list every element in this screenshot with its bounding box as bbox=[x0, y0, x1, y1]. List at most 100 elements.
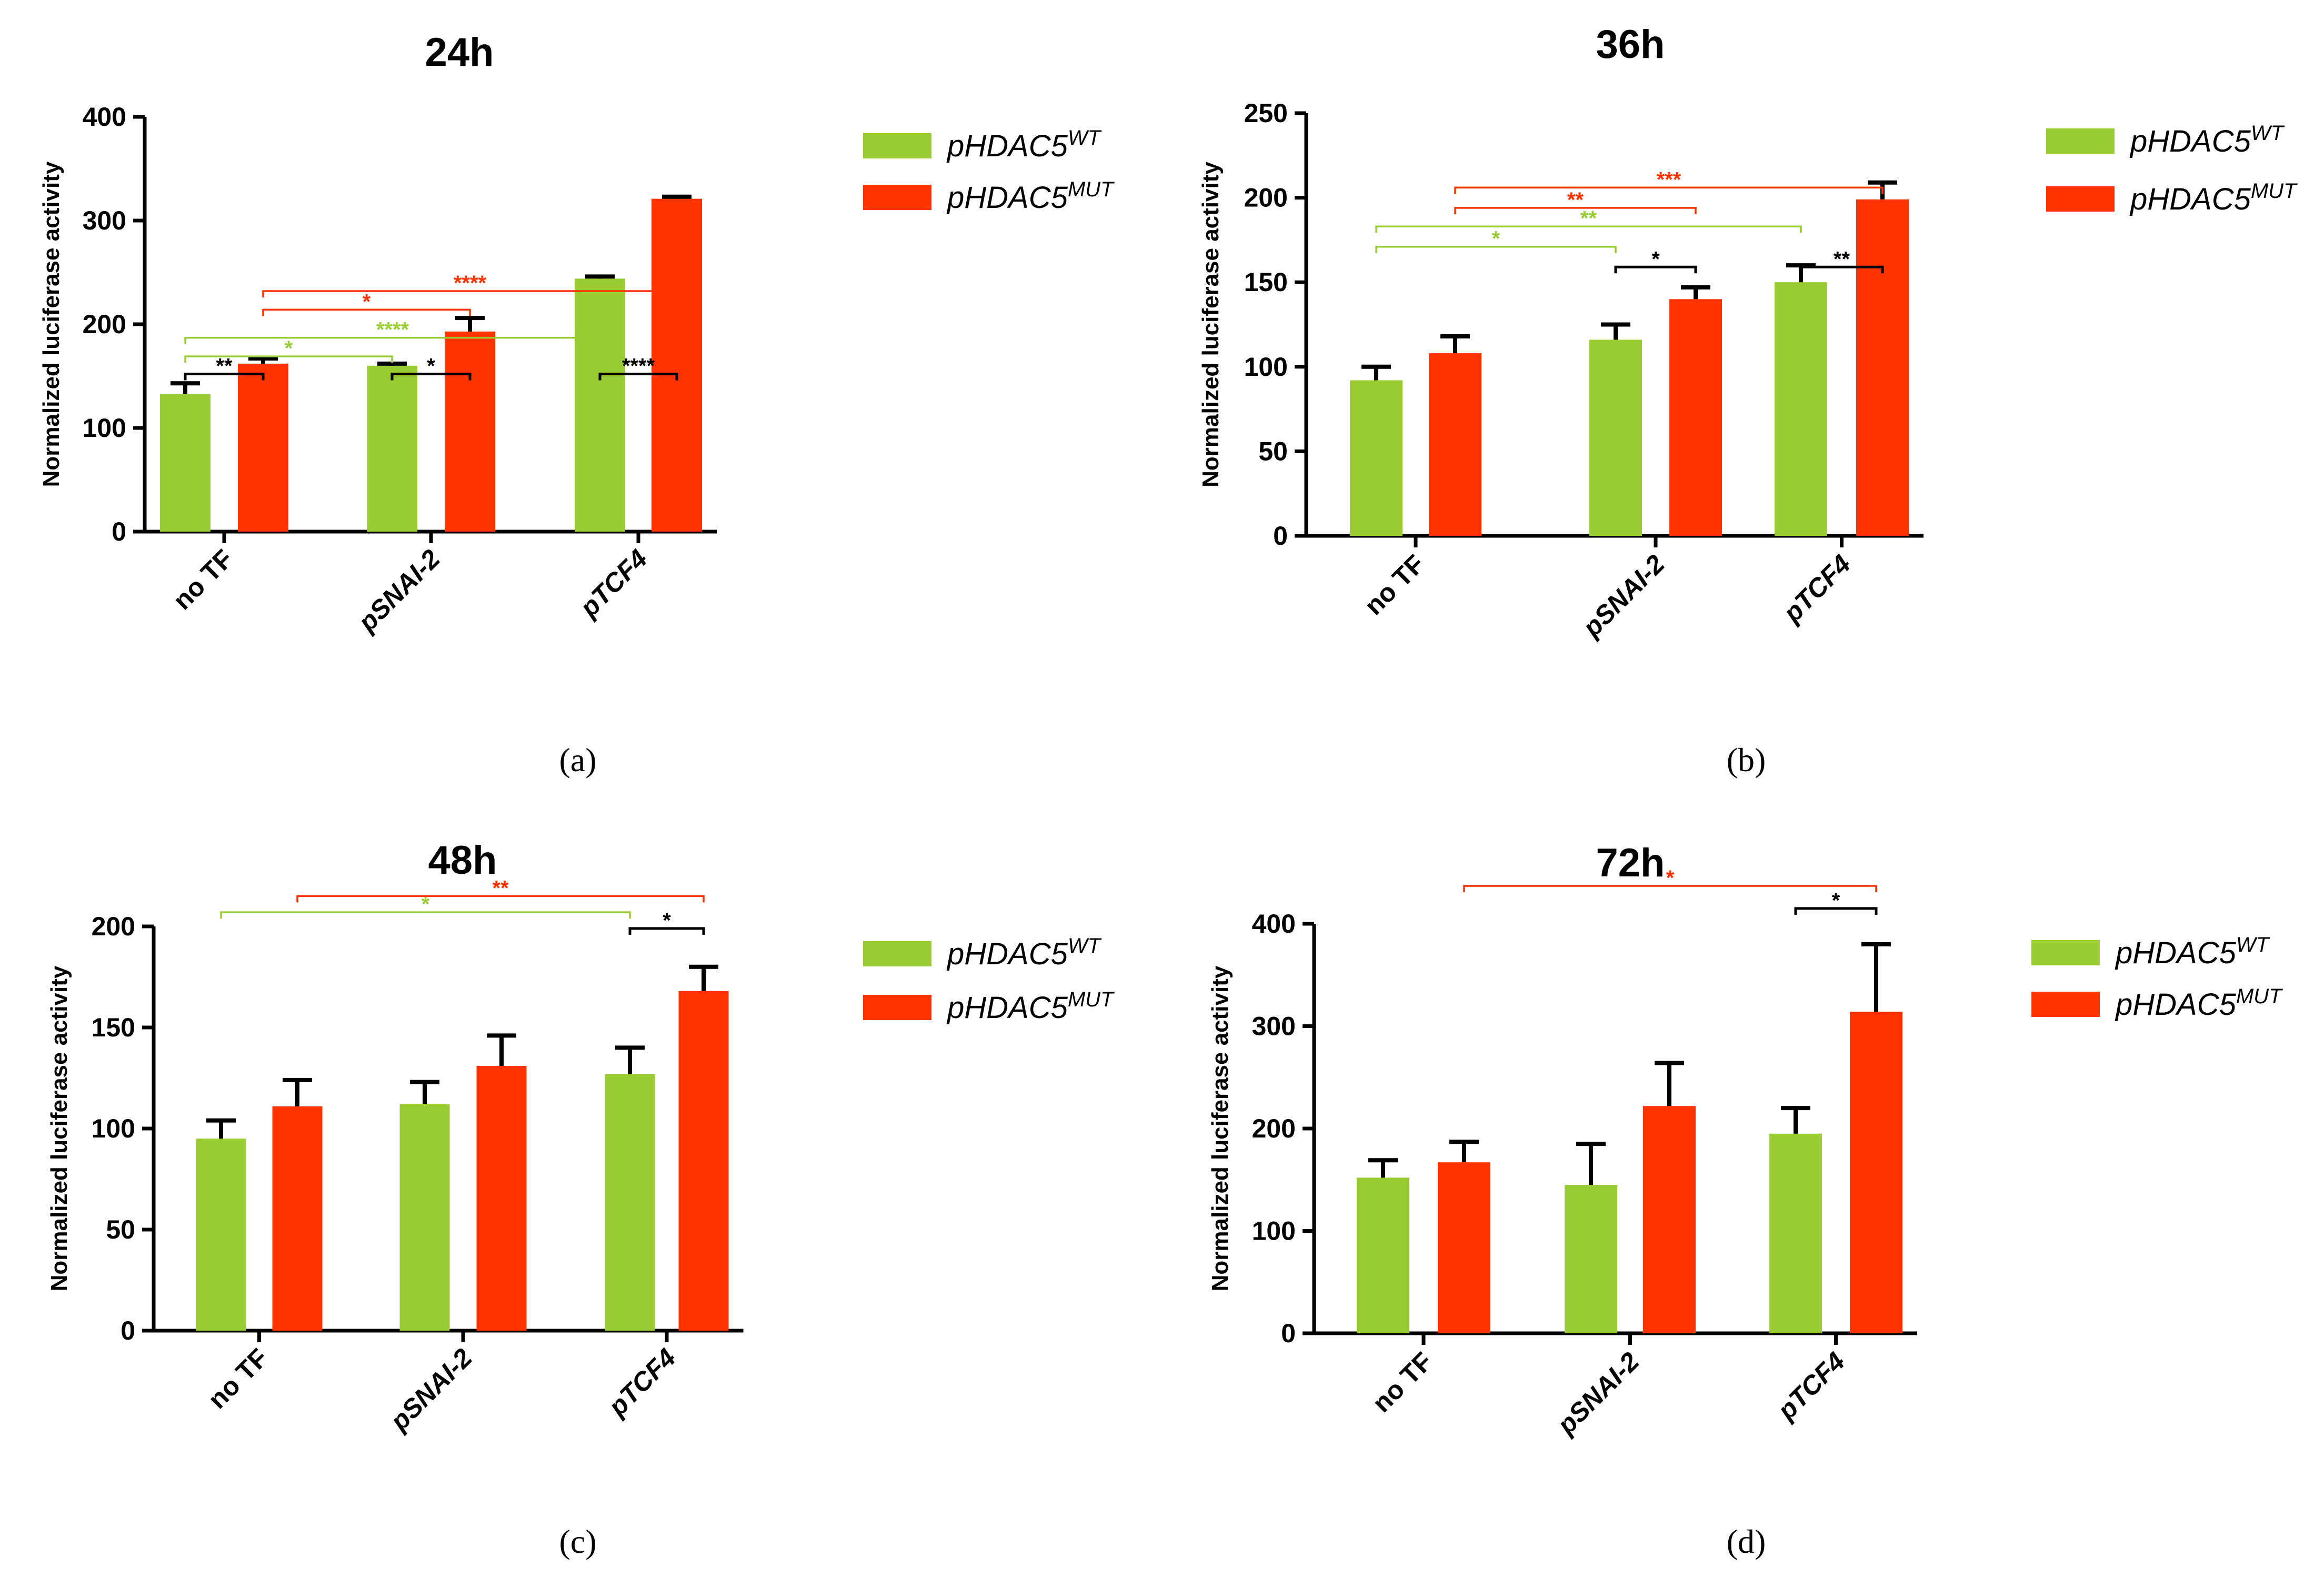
bar-mut-no TF bbox=[272, 1106, 323, 1331]
bar-wt-pTCF4 bbox=[1769, 1133, 1822, 1333]
legend-label-wt: pHDAC5WT bbox=[2115, 933, 2270, 970]
bar-mut-no TF bbox=[1429, 353, 1481, 536]
bar-mut-pSNAI-2 bbox=[1643, 1106, 1696, 1333]
significance-bracket bbox=[628, 927, 705, 935]
chart-panel-36h: 36h 0 50 100 150 200 250 Normalized luciferase … bbox=[1198, 22, 2298, 778]
y-tick-label: 50 bbox=[1258, 436, 1288, 466]
panel-label: (d) bbox=[1727, 1523, 1766, 1560]
bar-mut-no TF bbox=[238, 363, 288, 532]
bar-wt-no TF bbox=[160, 393, 211, 532]
legend-swatch-mut bbox=[863, 185, 931, 210]
y-tick-label: 200 bbox=[1244, 183, 1288, 213]
legend-swatch-mut bbox=[863, 995, 931, 1020]
legend-label-superscript: MUT bbox=[1068, 988, 1115, 1011]
significance-bracket bbox=[184, 336, 601, 344]
significance-bracket bbox=[1454, 207, 1697, 214]
chart-title: 48h bbox=[428, 838, 497, 883]
legend-label-base: pHDAC5 bbox=[946, 937, 1068, 971]
significance-label: * bbox=[1666, 866, 1675, 890]
legend-swatch-mut bbox=[2031, 992, 2100, 1017]
significance-label: ** bbox=[492, 876, 509, 900]
significance-bracket bbox=[184, 373, 265, 381]
chart-title: 36h bbox=[1596, 22, 1665, 67]
legend-label-superscript: WT bbox=[1068, 934, 1102, 957]
chart-panel-48h: 48h 0 50 100 150 200 Normalized luciferase act… bbox=[46, 838, 1115, 1560]
bar-wt-pTCF4 bbox=[605, 1074, 655, 1331]
chart-title: 24h bbox=[425, 30, 494, 75]
bar-mut-pSNAI-2 bbox=[1669, 299, 1722, 536]
bar-wt-pSNAI-2 bbox=[1565, 1184, 1617, 1333]
significance-label: * bbox=[363, 290, 371, 313]
significance-bracket bbox=[220, 911, 631, 919]
significance-bracket bbox=[1375, 245, 1617, 253]
panel-label: (a) bbox=[559, 741, 596, 778]
panel-label: (b) bbox=[1727, 741, 1766, 778]
significance-bracket bbox=[262, 290, 678, 297]
panel-label: (c) bbox=[559, 1523, 596, 1560]
legend-label-mut: pHDAC5MUT bbox=[2129, 179, 2298, 216]
x-tick-label: no TF bbox=[1359, 549, 1430, 621]
y-tick-label: 0 bbox=[1281, 1319, 1296, 1348]
chart-panel-24h: 24h 0 100 200 300 400 Normalized luciferase ac… bbox=[38, 30, 1115, 778]
legend-label-mut: pHDAC5MUT bbox=[2115, 985, 2283, 1022]
y-tick-label: 250 bbox=[1244, 98, 1288, 128]
significance-bracket bbox=[1375, 225, 1802, 233]
y-tick-label: 300 bbox=[83, 206, 126, 235]
y-tick-label: 100 bbox=[83, 413, 126, 443]
y-axis-label: Normalized luciferase activity bbox=[1207, 965, 1233, 1291]
y-tick-label: 0 bbox=[112, 517, 126, 546]
bar-wt-pSNAI-2 bbox=[1589, 340, 1642, 536]
legend-swatch-wt bbox=[863, 133, 931, 158]
legend-swatch-mut bbox=[2046, 186, 2115, 212]
y-tick-label: 0 bbox=[1273, 521, 1288, 551]
bar-mut-pTCF4 bbox=[652, 198, 702, 532]
significance-bracket bbox=[1454, 186, 1884, 194]
significance-bracket bbox=[262, 308, 471, 316]
bar-mut-pSNAI-2 bbox=[445, 331, 495, 532]
significance-bracket bbox=[598, 373, 678, 381]
legend-label-wt: pHDAC5WT bbox=[2129, 122, 2285, 158]
legend-label-superscript: MUT bbox=[2236, 985, 2283, 1008]
significance-bracket bbox=[184, 355, 393, 363]
significance-label: **** bbox=[454, 272, 487, 295]
significance-label: ** bbox=[1834, 247, 1850, 271]
chart-title: 72h bbox=[1596, 841, 1665, 885]
y-axis-label: Normalized luciferase activity bbox=[1198, 162, 1224, 487]
x-tick-label: pSNAI-2 bbox=[352, 544, 446, 638]
y-tick-label: 200 bbox=[83, 310, 126, 339]
bar-wt-no TF bbox=[1350, 380, 1403, 536]
significance-bracket bbox=[1614, 265, 1697, 274]
bar-wt-pSNAI-2 bbox=[367, 365, 417, 532]
x-tick-label: pTCF4 bbox=[1771, 1346, 1850, 1426]
significance-label: * bbox=[285, 337, 293, 360]
significance-label: * bbox=[663, 909, 671, 932]
y-tick-label: 200 bbox=[1252, 1114, 1296, 1143]
legend-label-base: pHDAC5 bbox=[2115, 987, 2237, 1022]
legend-swatch-wt bbox=[863, 941, 931, 966]
y-tick-label: 100 bbox=[1252, 1216, 1296, 1246]
chart-panel-72h: 72h 0 100 200 300 400 Normalized luciferase ac… bbox=[1207, 841, 2283, 1560]
significance-label: * bbox=[427, 355, 435, 378]
x-tick-label: pTCF4 bbox=[602, 1343, 682, 1422]
y-axis-label: Normalized luciferase activity bbox=[46, 965, 72, 1291]
x-tick-label: pTCF4 bbox=[1777, 549, 1856, 628]
bar-mut-no TF bbox=[1438, 1162, 1490, 1333]
y-tick-label: 300 bbox=[1252, 1012, 1296, 1041]
significance-label: ** bbox=[1580, 207, 1597, 230]
y-tick-label: 50 bbox=[106, 1215, 135, 1244]
legend-label-base: pHDAC5 bbox=[2129, 124, 2251, 158]
x-tick-label: pTCF4 bbox=[574, 544, 653, 623]
bar-wt-pTCF4 bbox=[575, 278, 625, 532]
y-tick-label: 200 bbox=[92, 912, 135, 941]
y-tick-label: 150 bbox=[1244, 267, 1288, 297]
y-tick-label: 0 bbox=[121, 1316, 135, 1345]
legend-label-base: pHDAC5 bbox=[2129, 182, 2251, 216]
significance-bracket bbox=[390, 373, 472, 381]
y-tick-label: 100 bbox=[1244, 352, 1288, 382]
significance-label: * bbox=[1832, 889, 1840, 912]
bar-wt-pTCF4 bbox=[1775, 282, 1827, 536]
bar-wt-no TF bbox=[1357, 1177, 1409, 1333]
significance-label: *** bbox=[1657, 168, 1681, 191]
significance-label: **** bbox=[622, 355, 655, 378]
